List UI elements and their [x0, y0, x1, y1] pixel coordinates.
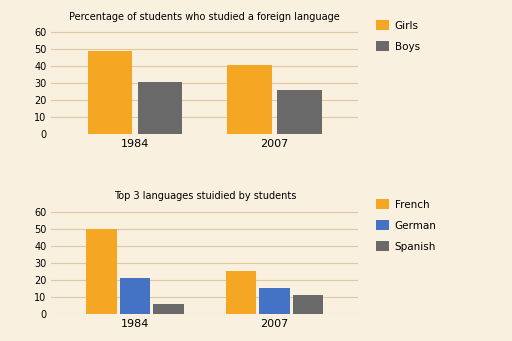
Bar [138, 82, 182, 134]
Title: Percentage of students who studied a foreign language: Percentage of students who studied a for… [70, 12, 340, 22]
Title: Top 3 languages stuidied by students: Top 3 languages stuidied by students [114, 191, 296, 201]
Bar [278, 90, 322, 134]
Bar [293, 295, 324, 314]
Bar [86, 228, 117, 314]
Bar [227, 65, 272, 134]
Bar [153, 303, 184, 314]
Bar [88, 51, 132, 134]
Legend: French, German, Spanish: French, German, Spanish [376, 199, 437, 252]
Bar [226, 271, 257, 314]
Legend: Girls, Boys: Girls, Boys [376, 20, 420, 52]
Bar [120, 278, 151, 314]
Bar [259, 288, 290, 314]
